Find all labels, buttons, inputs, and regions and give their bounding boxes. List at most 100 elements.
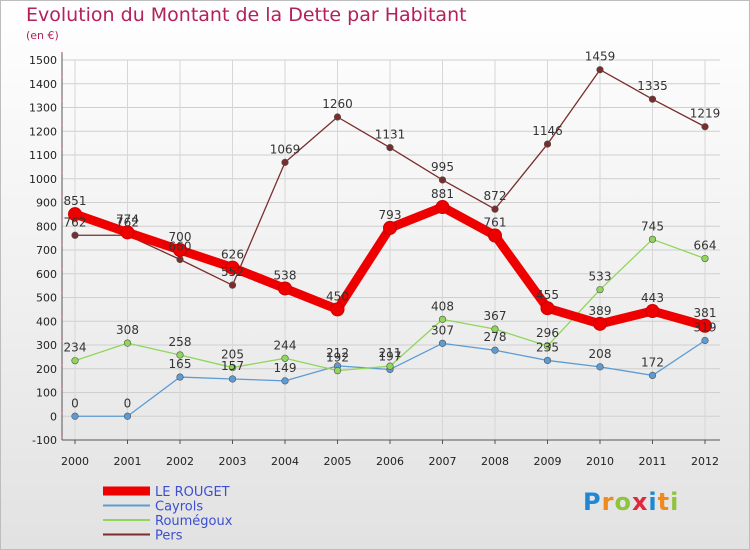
data-label-roum-goux: 244 [274, 338, 297, 352]
data-label-cayrols: 0 [71, 396, 79, 410]
data-point-le-rouget [225, 260, 240, 275]
y-tick-label: 1400 [29, 78, 57, 91]
data-point-le-rouget [435, 200, 450, 215]
data-point-roum-goux [176, 351, 184, 359]
y-tick-label: 1200 [29, 125, 57, 138]
data-label-cayrols: 278 [484, 330, 507, 344]
y-tick-label: 0 [50, 410, 57, 423]
data-point-le-rouget [173, 243, 187, 257]
data-label-pers: 1459 [585, 50, 616, 64]
x-tick-label: 2005 [324, 455, 352, 468]
data-label-le-rouget: 381 [694, 306, 717, 320]
data-point-le-rouget [593, 316, 607, 331]
y-tick-label: 1500 [29, 54, 57, 67]
x-tick-label: 2007 [429, 455, 457, 468]
proxiti-logo: Proxiti [583, 488, 680, 516]
x-tick-label: 2004 [271, 455, 299, 468]
x-tick-label: 2010 [586, 455, 614, 468]
data-label-roum-goux: 745 [641, 219, 664, 233]
data-label-roum-goux: 258 [169, 335, 192, 349]
tick-labels: -100010020030040050060070080090010001100… [29, 54, 719, 468]
y-tick-label: 500 [36, 292, 57, 305]
y-tick-label: 300 [36, 339, 57, 352]
data-label-le-rouget: 626 [221, 248, 244, 262]
data-point-cayrols [71, 412, 79, 420]
x-tick-label: 2008 [481, 455, 509, 468]
data-label-cayrols: 212 [326, 346, 349, 360]
data-point-pers [71, 231, 79, 239]
data-point-cayrols [176, 373, 184, 381]
data-point-cayrols [123, 412, 132, 420]
chart-unit-label: (en €) [26, 29, 59, 42]
data-point-pers [438, 176, 447, 184]
data-point-cayrols [543, 356, 552, 365]
data-point-pers [543, 140, 552, 148]
data-label-pers: 762 [64, 215, 87, 229]
data-point-le-rouget [645, 304, 660, 319]
data-label-cayrols: 307 [431, 323, 454, 337]
data-point-pers [596, 66, 604, 74]
data-point-roum-goux [701, 254, 709, 263]
data-point-roum-goux [386, 362, 394, 370]
chart-title: Evolution du Montant de la Dette par Hab… [26, 4, 467, 26]
data-label-roum-goux: 234 [64, 341, 87, 355]
legend-label-le-rouget: LE ROUGET [155, 485, 230, 500]
data-label-cayrols: 208 [589, 347, 612, 361]
data-label-le-rouget: 450 [326, 289, 349, 303]
data-label-pers: 1131 [375, 128, 406, 142]
legend-label-pers: Pers [155, 529, 183, 544]
x-tick-label: 2006 [376, 455, 404, 468]
series-points [68, 66, 712, 420]
data-label-cayrols: 157 [221, 359, 244, 373]
data-point-pers [176, 255, 184, 264]
data-point-cayrols [701, 336, 709, 345]
data-label-roum-goux: 308 [116, 323, 139, 337]
y-tick-label: 700 [36, 244, 57, 257]
data-label-pers: 995 [431, 160, 454, 174]
data-label-roum-goux: 533 [589, 270, 612, 284]
data-label-le-rouget: 851 [64, 194, 87, 208]
data-label-cayrols: 165 [169, 357, 192, 371]
data-labels: 0 0 165 157 149 212 197 307 278 235 208 172 319 234 30… [64, 50, 721, 411]
data-point-cayrols [648, 371, 657, 380]
data-label-cayrols: 149 [274, 361, 297, 375]
data-point-roum-goux [438, 315, 447, 323]
y-tick-label: 400 [36, 315, 57, 328]
data-point-cayrols [596, 363, 604, 371]
data-point-roum-goux [333, 367, 342, 375]
data-label-le-rouget: 774 [116, 212, 139, 226]
data-label-pers: 1219 [690, 107, 721, 121]
y-tick-label: 600 [36, 268, 57, 281]
data-label-le-rouget: 881 [431, 187, 454, 201]
data-label-roum-goux: 296 [536, 326, 559, 340]
x-tick-label: 2011 [639, 455, 667, 468]
data-label-pers: 660 [169, 240, 192, 254]
x-tick-label: 2001 [114, 455, 142, 468]
data-point-pers [701, 123, 709, 131]
data-point-le-rouget [68, 207, 82, 222]
x-tick-label: 2009 [534, 455, 562, 468]
y-tick-label: 900 [36, 197, 57, 210]
data-label-le-rouget: 700 [169, 230, 192, 244]
x-tick-label: 2002 [166, 455, 194, 468]
y-tick-label: 1300 [29, 102, 57, 115]
data-label-pers: 1069 [270, 142, 301, 156]
data-point-pers [333, 113, 342, 121]
axes [61, 52, 720, 444]
data-point-roum-goux [71, 357, 79, 365]
data-point-roum-goux [543, 342, 552, 350]
data-label-pers: 872 [484, 189, 507, 203]
data-point-roum-goux [281, 354, 289, 362]
x-tick-label: 2012 [691, 455, 719, 468]
data-label-pers: 1146 [532, 124, 563, 138]
data-label-roum-goux: 408 [431, 299, 454, 313]
data-point-pers [386, 144, 394, 152]
data-label-cayrols: 0 [124, 396, 132, 410]
y-tick-label: 200 [36, 363, 57, 376]
data-point-le-rouget [540, 301, 555, 316]
data-label-pers: 762 [116, 215, 139, 229]
data-label-roum-goux: 664 [694, 239, 717, 253]
data-label-roum-goux: 367 [484, 309, 507, 323]
